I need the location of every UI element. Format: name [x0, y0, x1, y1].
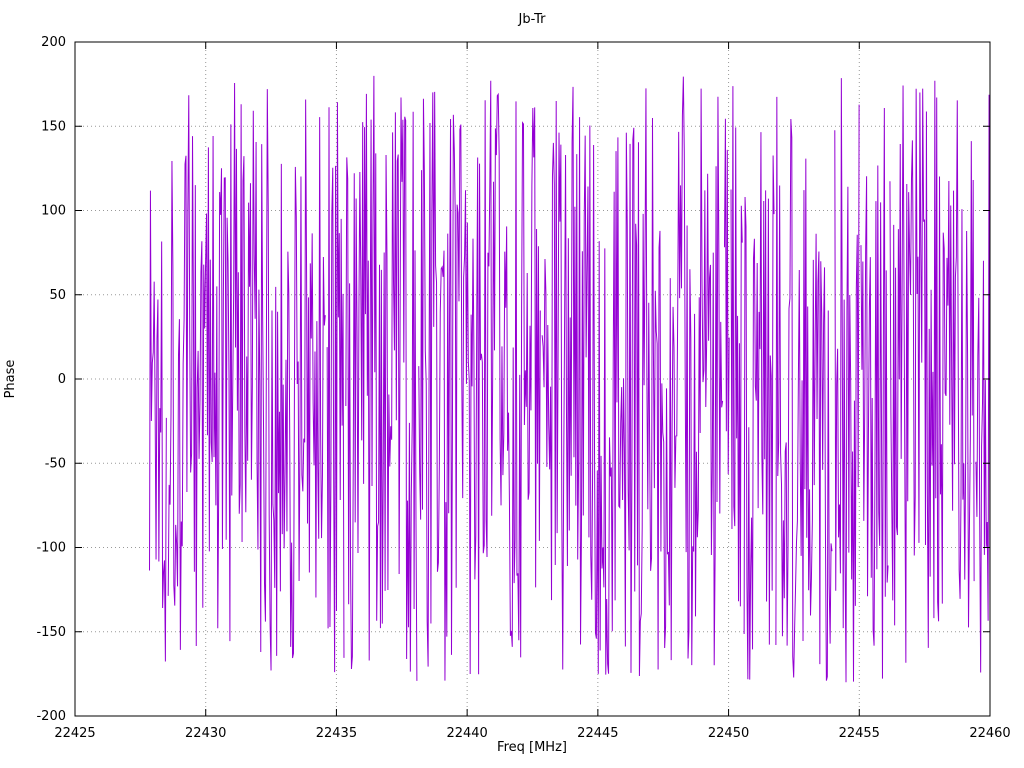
x-tick-label: 22430 [185, 726, 226, 741]
x-tick-label: 22435 [316, 726, 357, 741]
x-axis-label: Freq [MHz] [497, 740, 567, 755]
y-axis-label: Phase [3, 360, 18, 399]
data-series [149, 75, 991, 683]
x-tick-label: 22425 [54, 726, 95, 741]
y-tick-label: -100 [36, 541, 66, 556]
x-tick-label: 22445 [577, 726, 618, 741]
chart-title: Jb-Tr [518, 12, 547, 27]
y-tick-label: 0 [58, 372, 66, 387]
y-tick-label: 150 [41, 119, 66, 134]
plot-border [74, 41, 991, 717]
x-tick-label: 22455 [839, 726, 880, 741]
phase-series-path [149, 75, 991, 683]
y-tick-label: 50 [49, 288, 66, 303]
y-tick-label: -150 [36, 625, 66, 640]
x-tick-label: 22450 [708, 726, 749, 741]
x-tick-label: 22460 [969, 726, 1010, 741]
tick-labels: 22425 22430 22435 22440 22445 22450 22455 22460… [36, 35, 1010, 741]
y-tick-label: -50 [45, 456, 66, 471]
y-tick-label: 200 [41, 35, 66, 50]
y-tick-label: 100 [41, 204, 66, 219]
axes [74, 41, 991, 717]
y-tick-label: -200 [36, 709, 66, 724]
x-tick-label: 22440 [446, 726, 487, 741]
